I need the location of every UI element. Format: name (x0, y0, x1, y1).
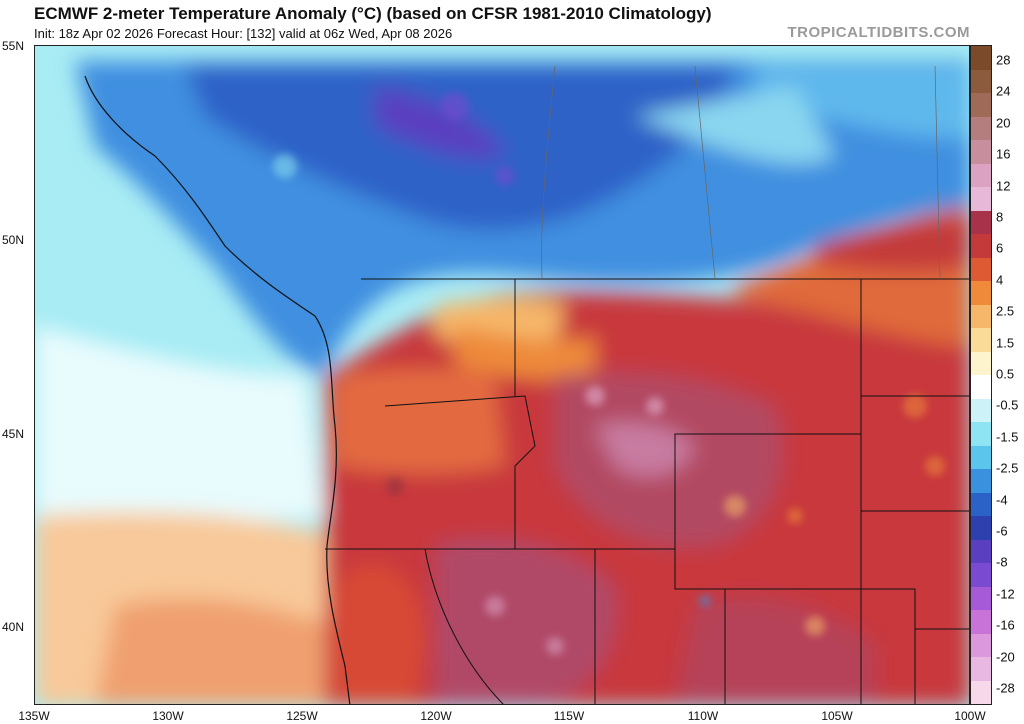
colorbar-label: 2.5 (996, 303, 1015, 319)
colorbar-swatch (971, 328, 991, 352)
political-borders (325, 278, 969, 704)
colorbar-label: 20 (996, 115, 1011, 131)
colorbar-swatch (971, 187, 991, 211)
colorbar-swatch (971, 140, 991, 164)
colorbar-label: 16 (996, 146, 1011, 162)
colorbar-label: -4 (996, 492, 1008, 508)
lat-label: 55N (2, 39, 25, 53)
colorbar-swatch (971, 422, 991, 446)
lon-label: 105W (821, 709, 853, 723)
province-borders (541, 65, 941, 280)
colorbar-label: -16 (996, 617, 1015, 633)
colorbar-label: 8 (996, 209, 1004, 225)
colorbar-label: 0.5 (996, 366, 1015, 382)
colorbar-label: -28 (996, 680, 1015, 696)
colorbar-swatch (971, 375, 991, 399)
site-watermark: TROPICALTIDBITS.COM (787, 24, 970, 41)
colorbar-label: 24 (996, 83, 1011, 99)
lon-label: 110W (687, 709, 719, 723)
colorbar-swatch (971, 539, 991, 563)
colorbar-swatch (971, 469, 991, 493)
lon-label: 115W (553, 709, 585, 723)
colorbar-swatch (971, 69, 991, 93)
colorbar-swatch (971, 257, 991, 281)
colorbar-swatch (971, 46, 991, 70)
colorbar-swatch (971, 234, 991, 258)
colorbar-swatch (971, 445, 991, 469)
colorbar-swatch (971, 116, 991, 140)
forecast-info: Init: 18z Apr 02 2026 Forecast Hour: [13… (34, 26, 453, 41)
colorbar-swatch (971, 563, 991, 587)
colorbar-swatch (971, 398, 991, 422)
colorbar (970, 45, 992, 705)
map-title: ECMWF 2-meter Temperature Anomaly (°C) (… (34, 4, 712, 23)
colorbar-label: 4 (996, 272, 1004, 288)
colorbar-swatch (971, 351, 991, 375)
colorbar-label: -12 (996, 586, 1015, 602)
lon-label: 125W (286, 709, 318, 723)
lon-label: 120W (420, 709, 452, 723)
lon-label: 100W (954, 709, 986, 723)
colorbar-label: -0.5 (996, 397, 1019, 413)
colorbar-swatch (971, 281, 991, 305)
colorbar-swatch (971, 610, 991, 634)
lat-label: 45N (2, 427, 25, 441)
lat-label: 50N (2, 233, 25, 247)
colorbar-swatch (971, 163, 991, 187)
lat-label: 40N (2, 620, 25, 634)
colorbar-label: -20 (996, 649, 1015, 665)
colorbar-label: -8 (996, 554, 1008, 570)
colorbar-label: 28 (996, 52, 1011, 68)
colorbar-label: -2.5 (996, 460, 1019, 476)
anomaly-field (35, 46, 969, 704)
colorbar-swatch (971, 210, 991, 234)
colorbar-swatch (971, 516, 991, 540)
colorbar-swatch (971, 93, 991, 117)
colorbar-swatch (971, 586, 991, 610)
coastline (84, 75, 351, 704)
colorbar-label: 6 (996, 240, 1004, 256)
colorbar-label: 1.5 (996, 335, 1015, 351)
colorbar-swatch (971, 492, 991, 516)
colorbar-swatch (971, 304, 991, 328)
anomaly-texture (273, 92, 945, 655)
colorbar-label: -1.5 (996, 429, 1019, 445)
colorbar-swatch (971, 633, 991, 657)
temperature-anomaly-map (34, 45, 970, 705)
colorbar-label: 12 (996, 178, 1011, 194)
colorbar-swatch (971, 680, 991, 704)
lon-label: 135W (18, 709, 50, 723)
colorbar-label: -6 (996, 523, 1008, 539)
lon-label: 130W (152, 709, 184, 723)
colorbar-swatch (971, 657, 991, 681)
